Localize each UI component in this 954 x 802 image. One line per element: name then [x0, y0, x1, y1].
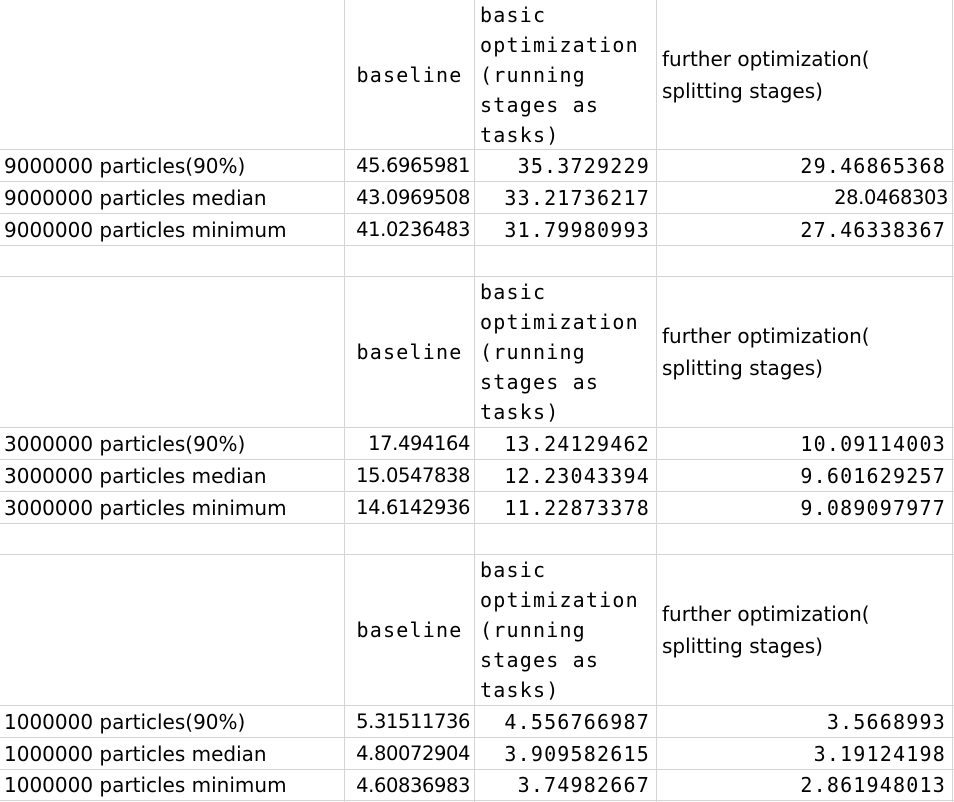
- basic-cell[interactable]: 13.24129462: [504, 431, 650, 456]
- header-basic-optimization[interactable]: basic optimization (running stages as ta…: [480, 558, 639, 702]
- row-divider: [0, 427, 954, 428]
- row-divider: [0, 554, 954, 555]
- header-further-optimization[interactable]: further optimization( splitting stages): [662, 324, 870, 380]
- baseline-cell[interactable]: 15.0547838: [356, 464, 470, 487]
- baseline-cell[interactable]: 43.0969508: [356, 186, 470, 209]
- baseline-cell[interactable]: 41.0236483: [356, 218, 470, 241]
- row-label[interactable]: 1000000 particles(90%): [4, 709, 246, 734]
- row-divider: [0, 181, 954, 182]
- baseline-cell[interactable]: 4.60836983: [356, 773, 470, 797]
- header-baseline[interactable]: baseline: [356, 340, 463, 364]
- further-cell[interactable]: 3.19124198: [813, 741, 946, 766]
- row-label[interactable]: 3000000 particles minimum: [4, 495, 287, 520]
- row-label[interactable]: 9000000 particles median: [4, 185, 267, 210]
- further-cell[interactable]: 3.5668993: [826, 709, 946, 734]
- row-label[interactable]: 9000000 particles minimum: [4, 217, 287, 242]
- row-divider: [0, 800, 954, 801]
- basic-cell[interactable]: 3.909582615: [504, 741, 650, 766]
- basic-cell[interactable]: 4.556766987: [504, 709, 650, 734]
- header-baseline[interactable]: baseline: [356, 618, 463, 642]
- further-cell[interactable]: 9.089097977: [800, 495, 946, 520]
- column-divider: [656, 0, 657, 802]
- row-label[interactable]: 3000000 particles(90%): [4, 431, 246, 456]
- header-basic-optimization[interactable]: basic optimization (running stages as ta…: [480, 3, 639, 147]
- further-cell[interactable]: 27.46338367: [800, 217, 946, 242]
- baseline-cell[interactable]: 4.80072904: [356, 742, 470, 765]
- row-divider: [0, 737, 954, 738]
- row-divider: [0, 459, 954, 460]
- row-label[interactable]: 1000000 particles minimum: [4, 773, 287, 797]
- row-divider: [0, 245, 954, 246]
- row-label[interactable]: 9000000 particles(90%): [4, 153, 246, 178]
- row-divider: [0, 705, 954, 706]
- baseline-cell[interactable]: 5.31511736: [356, 710, 470, 733]
- row-divider: [0, 491, 954, 492]
- row-divider: [0, 769, 954, 770]
- header-further-optimization[interactable]: further optimization( splitting stages): [662, 602, 870, 658]
- further-cell[interactable]: 10.09114003: [800, 431, 946, 456]
- column-divider: [474, 0, 475, 802]
- row-divider: [0, 213, 954, 214]
- row-divider: [0, 523, 954, 524]
- further-cell[interactable]: 28.0468303: [834, 186, 948, 209]
- basic-cell[interactable]: 31.79980993: [504, 217, 650, 242]
- row-divider: [0, 276, 954, 277]
- baseline-cell[interactable]: 14.6142936: [356, 496, 470, 519]
- basic-cell[interactable]: 3.74982667: [517, 773, 650, 797]
- header-baseline[interactable]: baseline: [356, 62, 463, 87]
- row-label[interactable]: 3000000 particles median: [4, 463, 267, 488]
- baseline-cell[interactable]: 17.494164: [368, 432, 470, 455]
- baseline-cell[interactable]: 45.6965981: [356, 154, 470, 177]
- row-label[interactable]: 1000000 particles median: [4, 741, 267, 766]
- further-cell[interactable]: 9.601629257: [800, 463, 946, 488]
- basic-cell[interactable]: 11.22873378: [504, 495, 650, 520]
- header-further-optimization[interactable]: further optimization( splitting stages): [662, 46, 870, 103]
- basic-cell[interactable]: 33.21736217: [504, 185, 650, 210]
- further-cell[interactable]: 2.861948013: [800, 773, 946, 797]
- further-cell[interactable]: 29.46865368: [800, 153, 946, 178]
- row-divider: [0, 149, 954, 150]
- header-basic-optimization[interactable]: basic optimization (running stages as ta…: [480, 280, 639, 424]
- column-divider: [952, 0, 953, 802]
- column-divider: [344, 0, 345, 802]
- basic-cell[interactable]: 35.3729229: [517, 153, 650, 178]
- basic-cell[interactable]: 12.23043394: [504, 463, 650, 488]
